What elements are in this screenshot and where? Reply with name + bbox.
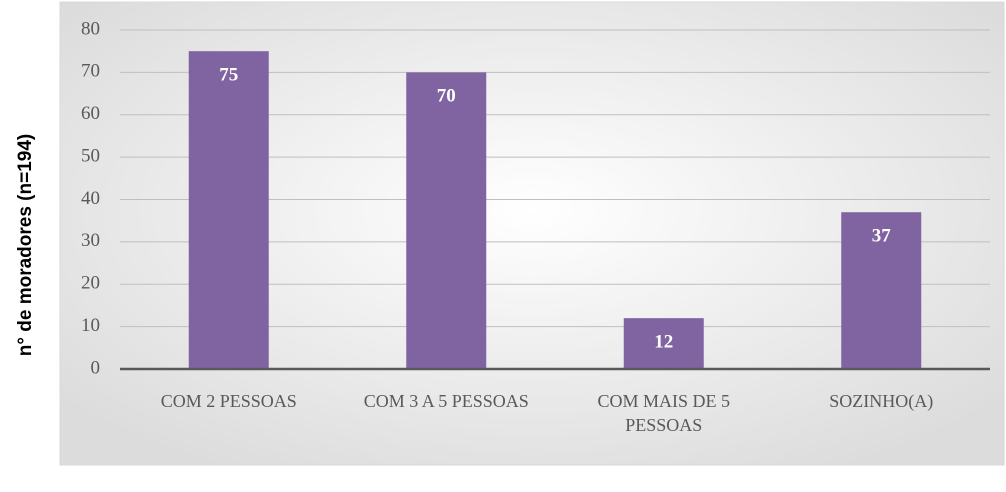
bar — [406, 72, 487, 369]
data-label: 75 — [219, 65, 238, 86]
y-tick-label: 80 — [81, 18, 100, 39]
y-tick-label: 40 — [81, 188, 100, 209]
y-axis-label: n° de moradores (n=194) — [15, 134, 36, 356]
y-tick-label: 20 — [81, 273, 100, 294]
y-tick-label: 30 — [81, 230, 100, 251]
y-tick-label: 60 — [81, 103, 100, 124]
bar — [623, 318, 704, 369]
bar — [188, 51, 269, 369]
bar — [841, 212, 922, 369]
y-tick-label: 0 — [91, 357, 101, 378]
y-tick-label: 10 — [81, 315, 100, 336]
x-tick-label: COM MAIS DE 5 PESSOAS — [597, 391, 730, 435]
data-label: 12 — [654, 332, 673, 353]
data-label: 70 — [437, 86, 456, 107]
y-tick-label: 70 — [81, 61, 100, 82]
y-tick-label: 50 — [81, 145, 100, 166]
x-tick-label: COM 3 A 5 PESSOAS — [364, 391, 529, 411]
x-tick-label: COM 2 PESSOAS — [161, 391, 297, 411]
data-label: 37 — [872, 226, 892, 247]
x-tick-label: SOZINHO(A) — [829, 391, 933, 412]
